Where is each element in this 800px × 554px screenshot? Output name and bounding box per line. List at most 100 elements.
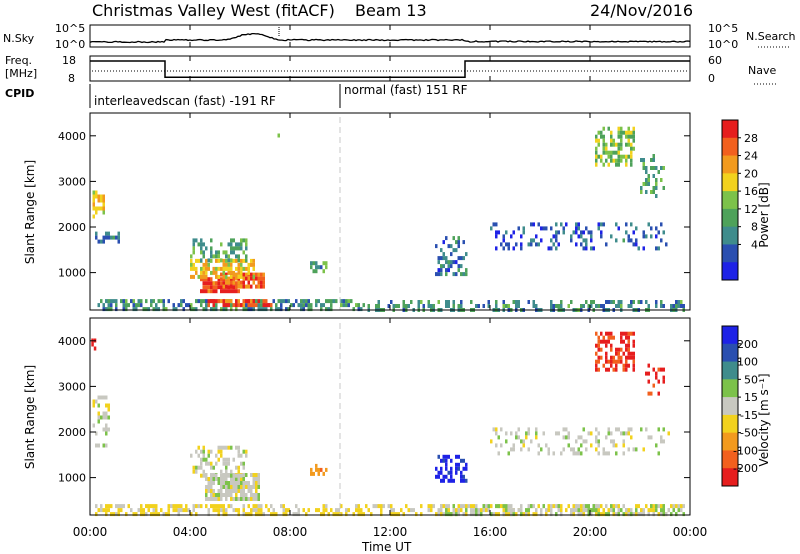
velocity-cell (495, 443, 498, 448)
velocity-cell (92, 399, 95, 404)
power-cell (610, 300, 613, 304)
velocity-colorbar-tick-label: 200 (737, 338, 758, 351)
power-cell (155, 303, 158, 308)
velocity-cell (207, 512, 210, 517)
power-cell (465, 268, 468, 273)
nsky-tick-top-right: 10^5 (708, 22, 738, 35)
velocity-cell (205, 497, 208, 501)
power-cell (232, 303, 235, 308)
power-cell (597, 142, 600, 147)
velocity-cell (225, 481, 228, 485)
power-cell (402, 304, 405, 308)
power-cell (147, 307, 150, 312)
velocity-cell (227, 461, 230, 466)
velocity-cell (597, 439, 600, 444)
velocity-cell (582, 439, 585, 444)
power-cell (237, 274, 240, 279)
velocity-cell (257, 485, 260, 489)
power-cell (455, 248, 458, 253)
velocity-cell (220, 497, 223, 501)
power-cell (315, 261, 318, 266)
power-cell (250, 258, 253, 263)
power-cell (582, 230, 585, 235)
power-cell (107, 299, 110, 304)
velocity-cell (442, 458, 445, 463)
velocity-cell (590, 431, 593, 436)
velocity-cell (477, 512, 480, 517)
velocity-cell (390, 508, 393, 513)
power-cell (637, 246, 640, 251)
velocity-cell (265, 504, 268, 509)
velocity-cell (157, 512, 160, 517)
velocity-cell (520, 504, 523, 509)
velocity-region-4 (92, 395, 110, 448)
time-tick-label: 12:00 (373, 525, 408, 539)
nsky-tick-top-left: 10^5 (55, 22, 85, 35)
power-cell (590, 230, 593, 235)
power-cell (442, 240, 445, 245)
power-cell (457, 240, 460, 245)
power-cell (220, 307, 223, 312)
velocity-cell (242, 504, 245, 509)
velocity-cell (455, 470, 458, 475)
power-cell (232, 276, 235, 281)
velocity-cell (600, 339, 603, 344)
power-cell (495, 234, 498, 239)
velocity-cell (237, 485, 240, 489)
velocity-colorbar-tick-label: -50 (740, 427, 758, 440)
power-cell (240, 280, 243, 285)
power-cell (227, 285, 230, 290)
power-cell (600, 134, 603, 139)
power-cell (262, 272, 265, 277)
velocity-cell (465, 512, 468, 517)
power-cell (265, 303, 268, 308)
power-cell (445, 300, 448, 304)
power-cell (190, 258, 193, 263)
power-cell (660, 222, 663, 227)
velocity-cell (222, 508, 225, 513)
power-cell (445, 236, 448, 241)
velocity-cell (652, 508, 655, 513)
power-cell (252, 272, 255, 277)
velocity-cell (607, 335, 610, 340)
velocity-cell (605, 504, 608, 509)
power-cell (655, 178, 658, 182)
velocity-cell (105, 423, 108, 428)
power-cell (210, 277, 213, 282)
power-colorbar-tick-label: 4 (751, 238, 758, 251)
power-cell (507, 304, 510, 308)
power-cell (97, 194, 100, 199)
velocity-cell (470, 504, 473, 509)
power-cell (460, 300, 463, 304)
velocity-cell (222, 477, 225, 481)
power-cell (650, 226, 653, 231)
power-colorbar-swatch (722, 226, 738, 245)
power-cell (615, 222, 618, 227)
velocity-cell (192, 504, 195, 509)
velocity-cell (517, 508, 520, 513)
power-cell (642, 234, 645, 239)
velocity-cell (255, 493, 258, 497)
velocity-cell (195, 504, 198, 509)
velocity-cell (205, 457, 208, 462)
velocity-cell (630, 508, 633, 513)
power-cell (402, 300, 405, 304)
power-cell (300, 307, 303, 312)
power-cell (237, 258, 240, 263)
velocity-cell (577, 447, 580, 452)
freq-series (90, 60, 690, 79)
velocity-cell (610, 508, 613, 513)
velocity-cell (657, 451, 660, 456)
velocity-cell (245, 481, 248, 485)
velocity-cell (595, 351, 598, 356)
power-cell (252, 258, 255, 263)
velocity-cell (230, 485, 233, 489)
velocity-cell (152, 504, 155, 509)
velocity-colorbar-swatch (722, 379, 738, 398)
power-cell (617, 300, 620, 304)
velocity-cell (545, 512, 548, 517)
power-cell (140, 303, 143, 308)
power-cell (627, 304, 630, 308)
velocity-cell (627, 431, 630, 436)
velocity-cell (605, 435, 608, 440)
